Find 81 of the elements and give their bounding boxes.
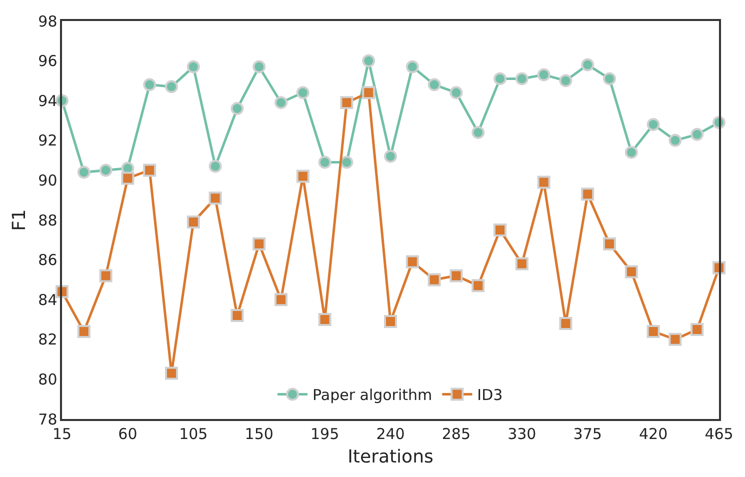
point (99, 269, 112, 282)
x-tick-label: 150 (244, 424, 274, 443)
point (603, 237, 616, 250)
y-tick-label: 92 (38, 132, 58, 150)
x-tick-label: 105 (179, 424, 208, 443)
legend-label: ID3 (477, 386, 503, 404)
x-tick-label: 375 (573, 424, 602, 443)
point (472, 279, 485, 292)
y-axis-title: F1 (8, 209, 30, 231)
point (515, 72, 528, 86)
point (230, 102, 244, 116)
point (384, 150, 397, 163)
y-tick-label: 90 (38, 171, 58, 190)
y-tick-label: 84 (38, 290, 58, 309)
point (143, 164, 156, 177)
point (274, 96, 288, 110)
point (559, 74, 572, 88)
point (340, 156, 354, 169)
point (559, 316, 572, 330)
y-tick-label: 86 (38, 251, 58, 270)
point (515, 257, 528, 270)
point (208, 192, 222, 205)
point (296, 86, 310, 100)
point (208, 160, 222, 173)
point (494, 72, 506, 86)
y-tick-label: 88 (38, 211, 58, 230)
point (668, 134, 682, 147)
point (646, 324, 660, 338)
point (340, 96, 354, 110)
point (537, 176, 550, 189)
x-tick-label: 60 (118, 424, 138, 443)
x-tick-label: 330 (508, 424, 536, 443)
point (99, 164, 112, 177)
point (252, 237, 266, 250)
point (165, 366, 178, 380)
x-tick-label: 195 (310, 424, 340, 443)
point (121, 172, 134, 185)
point (450, 86, 463, 100)
point (318, 156, 332, 169)
point (624, 265, 638, 278)
point (296, 170, 310, 183)
y-tick-label: 94 (38, 92, 58, 110)
point (77, 324, 90, 338)
point (406, 255, 419, 268)
point (668, 332, 682, 346)
point (362, 54, 376, 68)
y-tick-label: 80 (38, 370, 58, 388)
x-tick-label: 285 (442, 424, 471, 443)
point (581, 188, 594, 201)
point (186, 215, 200, 228)
point (77, 166, 90, 179)
legend-label: Paper algorithm (312, 386, 432, 404)
y-tick-label: 98 (38, 12, 58, 30)
x-tick-label: 465 (704, 424, 734, 443)
point (143, 78, 156, 92)
point (690, 128, 704, 141)
point (165, 80, 178, 94)
point (450, 269, 463, 282)
y-tick-label: 82 (38, 330, 58, 349)
point (581, 58, 594, 72)
x-tick-label: 240 (376, 424, 405, 443)
point (537, 68, 550, 82)
point (603, 72, 616, 86)
point (384, 314, 397, 328)
y-tick-label: 96 (38, 52, 58, 70)
x-axis-title: Iterations (348, 446, 434, 468)
point (624, 146, 638, 159)
point (274, 293, 288, 306)
point (406, 60, 419, 74)
x-tick-label: 420 (638, 424, 668, 443)
point (230, 309, 244, 322)
point (252, 60, 266, 74)
point (428, 273, 441, 286)
point (690, 322, 704, 336)
point (646, 118, 660, 131)
point (318, 313, 332, 326)
point (494, 223, 506, 236)
point (186, 60, 200, 74)
point (472, 126, 485, 139)
point (428, 78, 441, 92)
point (362, 86, 376, 100)
